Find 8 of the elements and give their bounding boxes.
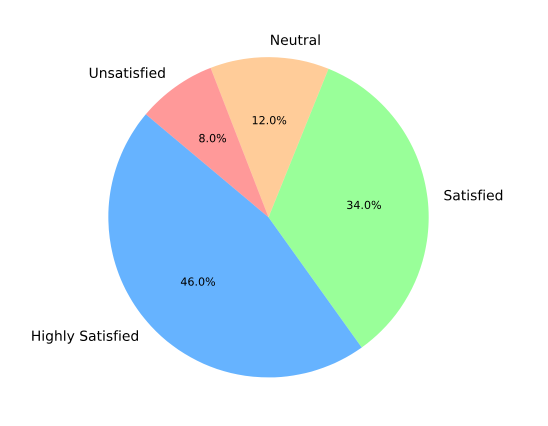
slice-label: Neutral <box>271 34 320 46</box>
slice-label: Unsatisfied <box>90 67 165 78</box>
slice-label: Highly Satisfied <box>32 330 138 344</box>
data-label: 46.0% <box>180 277 216 286</box>
data-label: 8.0% <box>199 134 226 142</box>
data-label: 34.0% <box>347 200 381 210</box>
data-label: 12.0% <box>252 116 286 124</box>
slice-label: Satisfied <box>444 190 502 200</box>
